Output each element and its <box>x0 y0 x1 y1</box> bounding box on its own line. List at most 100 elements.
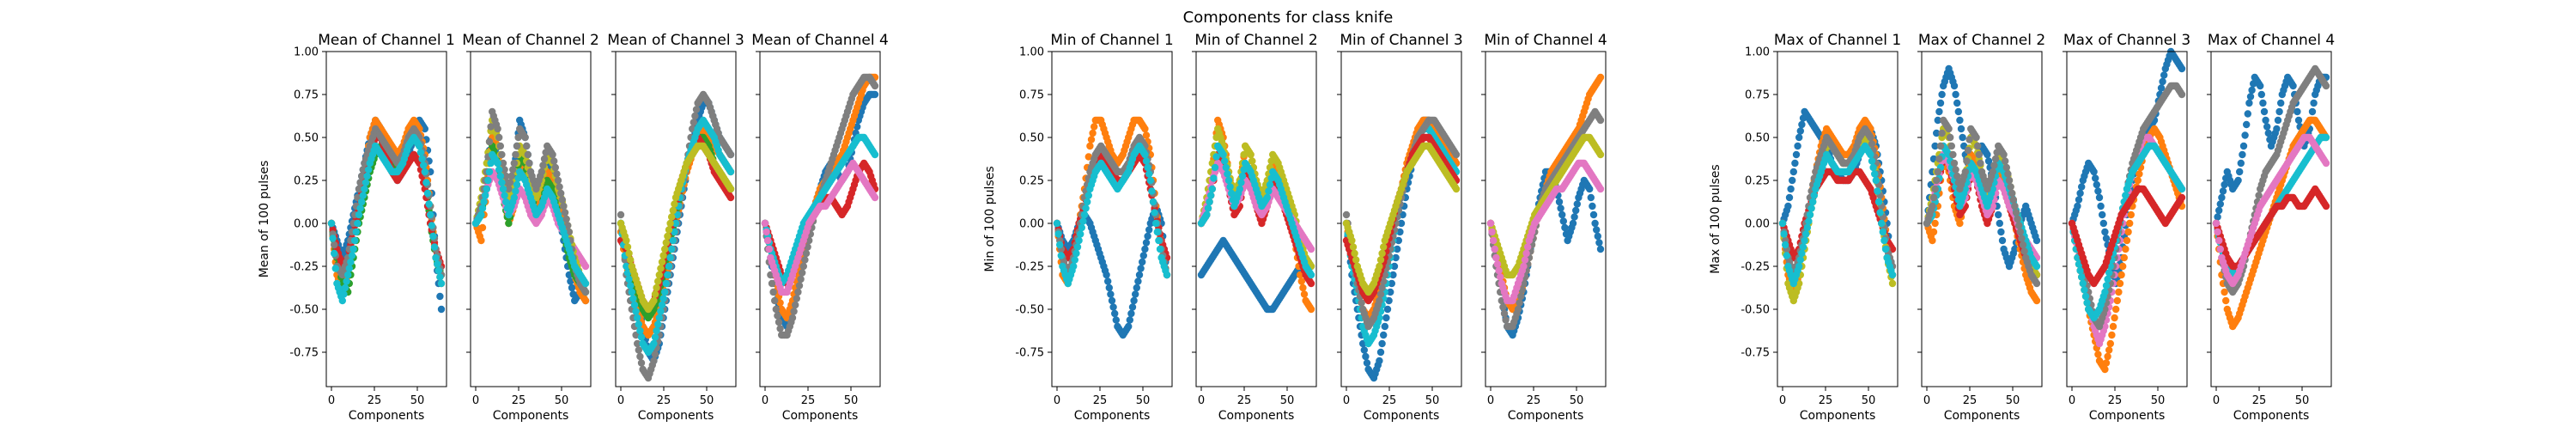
data-point <box>1308 271 1315 278</box>
data-point <box>1380 243 1387 250</box>
data-point <box>479 224 486 231</box>
data-point <box>1572 207 1579 214</box>
series-6 <box>1343 143 1460 296</box>
data-point <box>659 295 666 302</box>
subplot-title: Min of Channel 3 <box>1340 32 1462 49</box>
data-point <box>617 211 624 218</box>
x-tick-label: 0 <box>1054 394 1060 407</box>
data-point <box>1084 198 1091 205</box>
data-point <box>1867 151 1874 158</box>
data-point <box>501 192 507 198</box>
data-point <box>1787 186 1794 192</box>
y-tick-label: 0.50 <box>1019 132 1044 145</box>
data-point <box>1308 280 1315 287</box>
y-tick-label: 1.00 <box>1019 46 1044 59</box>
y-tick-label: -0.50 <box>1015 304 1044 317</box>
data-point <box>1237 179 1244 186</box>
data-point <box>424 190 431 197</box>
data-point <box>1078 224 1085 231</box>
data-point <box>477 211 484 218</box>
data-point <box>1377 256 1384 263</box>
data-point <box>2033 297 2040 304</box>
x-tick-label: 0 <box>1779 394 1786 407</box>
data-point <box>1350 243 1357 250</box>
data-point <box>1157 246 1163 253</box>
data-point <box>1127 310 1134 317</box>
x-axis-label: Components <box>1800 409 1876 423</box>
data-point <box>668 213 675 220</box>
y-tick-label: 0.00 <box>1019 218 1044 231</box>
data-point <box>794 289 801 296</box>
data-point <box>1876 209 1883 216</box>
data-point <box>1800 243 1807 250</box>
data-point <box>1453 151 1460 158</box>
data-point <box>1798 121 1805 128</box>
data-point <box>1574 200 1581 207</box>
data-point <box>1130 297 1137 304</box>
data-point <box>1134 277 1141 284</box>
data-point <box>513 181 520 188</box>
y-tick-label: 0.25 <box>294 175 319 188</box>
data-point <box>664 233 671 240</box>
data-point <box>1487 220 1494 227</box>
data-point <box>1875 198 1882 205</box>
data-point <box>1557 204 1564 211</box>
x-tick-label: 50 <box>1136 394 1151 407</box>
data-point <box>776 325 783 332</box>
subplot-title: Min of Channel 4 <box>1484 32 1607 49</box>
data-point <box>1141 125 1148 132</box>
y-tick-label: 0.00 <box>1745 218 1770 231</box>
data-point <box>659 302 665 308</box>
data-point <box>727 151 734 158</box>
x-tick-label: 25 <box>368 394 382 407</box>
data-point <box>355 211 362 218</box>
data-point <box>668 246 675 253</box>
data-point <box>1798 250 1805 257</box>
data-point <box>1996 220 2003 227</box>
data-point <box>659 259 665 265</box>
data-point <box>1378 250 1385 257</box>
data-point <box>1807 211 1814 218</box>
data-point <box>632 308 639 314</box>
data-point <box>1869 164 1876 171</box>
data-point <box>1085 192 1092 198</box>
data-point <box>666 220 673 227</box>
data-point <box>559 196 566 203</box>
data-point <box>1205 204 1212 211</box>
data-point <box>1226 183 1233 190</box>
data-point <box>550 157 557 164</box>
data-point <box>1952 91 1959 98</box>
data-point <box>1597 117 1604 124</box>
data-point <box>347 259 354 265</box>
data-point <box>1589 203 1595 210</box>
data-point <box>691 113 698 119</box>
data-point <box>1223 164 1230 171</box>
data-point <box>552 164 559 171</box>
x-axis-label: Components <box>1364 409 1440 423</box>
data-point <box>1951 82 1958 89</box>
data-point <box>1212 164 1218 171</box>
data-point <box>769 289 776 296</box>
data-point <box>629 295 636 302</box>
data-point <box>1570 220 1577 227</box>
x-tick-label: 0 <box>617 394 624 407</box>
data-point <box>523 143 530 149</box>
data-point <box>1794 143 1801 149</box>
x-tick-label: 50 <box>1862 394 1876 407</box>
data-point <box>1225 177 1232 184</box>
data-point <box>1871 170 1878 177</box>
y-tick-label: 0.25 <box>1019 175 1044 188</box>
data-point <box>436 273 443 280</box>
data-point <box>1155 237 1162 244</box>
data-point <box>329 235 336 241</box>
data-point <box>1210 174 1217 181</box>
data-point <box>1502 316 1509 323</box>
data-point <box>1348 237 1355 244</box>
data-point <box>1782 241 1789 248</box>
data-point <box>1956 220 1963 227</box>
data-point <box>1086 143 1093 149</box>
data-point <box>796 282 803 289</box>
data-point <box>801 256 808 263</box>
